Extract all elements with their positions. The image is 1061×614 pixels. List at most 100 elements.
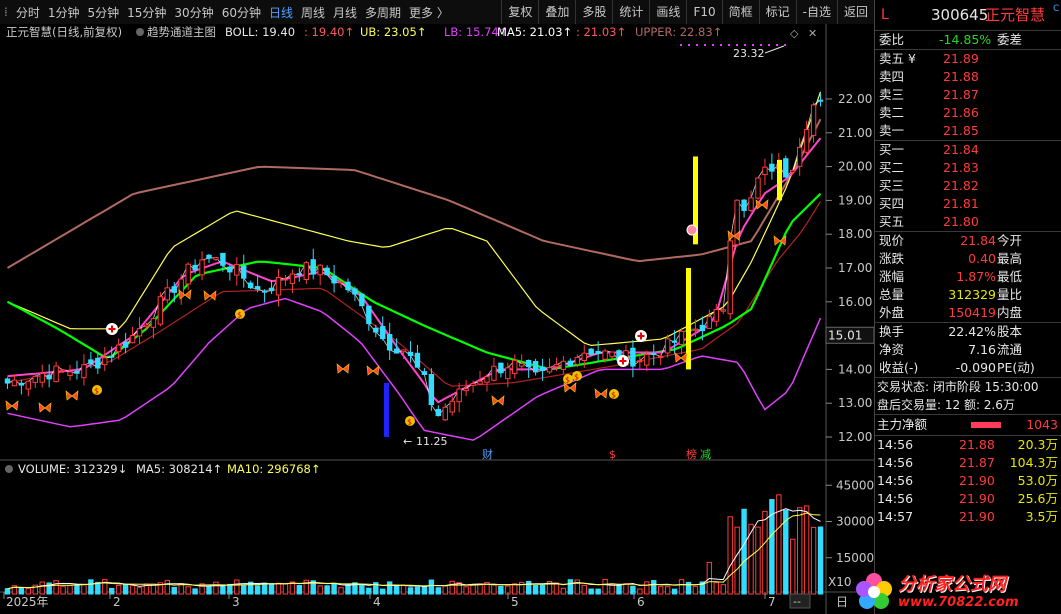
weibi-label: 委比 [879, 32, 905, 47]
candle-body [449, 400, 455, 413]
period-5[interactable]: 60分钟 [221, 5, 261, 20]
period-4[interactable]: 30分钟 [174, 5, 214, 20]
tool-3[interactable]: 统计 [612, 0, 649, 24]
volume-bar [74, 584, 80, 595]
x-label-4: 5 [511, 595, 519, 609]
volume-bar [254, 585, 261, 595]
butterfly-icon [674, 352, 688, 363]
candle-body [657, 355, 664, 358]
volume-bar [546, 580, 553, 595]
money-bag-sign: $ [237, 311, 242, 320]
money-bag-sign: $ [611, 391, 616, 400]
price-marker-box [825, 326, 874, 344]
buy-level-1: 买二 21.83 [875, 159, 1061, 177]
period-toolbar: ⁞ 分时 1分钟 5分钟 15分钟 30分钟 60分钟 日线 周线 月线 多周期 更多 〉 复权 叠加 多股… [0, 0, 874, 25]
signal-yellow-bar [777, 159, 782, 201]
candle-body [505, 367, 511, 380]
butterfly-wing [38, 402, 52, 413]
order-book: 卖五 ¥ 21.89 卖四 21.88 卖三 21.87 卖二 21.86 卖一 21.85 买一 2… [875, 50, 1061, 232]
grid-menu-icon[interactable]: ⁞ [4, 5, 8, 19]
period-9[interactable]: 多周期 [365, 5, 402, 20]
quote-badge: C [1053, 4, 1060, 14]
candle-body [734, 199, 740, 246]
butterfly-icon [336, 363, 350, 374]
volume-bar [407, 587, 414, 595]
volume-bar [588, 588, 594, 595]
volume-ma-line [7, 512, 821, 590]
volume-bar [241, 584, 247, 595]
price-label-9: 13.00 [838, 396, 872, 410]
volume-bar [39, 581, 45, 595]
sell-level-3: 卖二 21.86 [875, 104, 1061, 122]
candle-body [115, 344, 122, 353]
volume-bar [651, 580, 657, 595]
volume-bar [602, 579, 608, 595]
tool-6[interactable]: 简框 [721, 0, 759, 24]
self-select-button[interactable]: -自选 [795, 0, 837, 24]
volume-axis-label-0: 45000 [836, 478, 874, 492]
volume-bar [685, 581, 692, 595]
butterfly-icon [727, 230, 741, 241]
candle-body [407, 351, 414, 356]
money-bag-icon [235, 309, 245, 319]
candle-body [289, 273, 296, 284]
candle-body [129, 335, 136, 344]
tool-7[interactable]: 标记 [758, 0, 796, 24]
candle-body [88, 359, 94, 364]
tool-4[interactable]: 画线 [649, 0, 686, 24]
period-7[interactable]: 周线 [300, 5, 325, 20]
listing-flag: L [881, 7, 889, 23]
stat2-value: -0.090 [955, 360, 996, 375]
volume-bar [213, 581, 219, 595]
tool-0[interactable]: 复权 [501, 0, 538, 24]
flower-logo-icon [856, 573, 892, 609]
period-8[interactable]: 月线 [333, 5, 358, 20]
volume-bar [157, 582, 164, 595]
candle-body [206, 254, 212, 259]
period-2[interactable]: 5分钟 [87, 5, 120, 20]
candle-body [803, 129, 810, 153]
volume-bar [234, 579, 240, 595]
period-0[interactable]: 分时 [15, 5, 40, 20]
trade-status-row: 交易状态: 闭市阶段 15:30:00 [875, 378, 1061, 396]
sell-level-2-label: 卖三 [879, 87, 905, 102]
period-3[interactable]: 15分钟 [127, 5, 167, 20]
ticks-divider [875, 435, 1061, 436]
candle-body [414, 352, 421, 368]
buy-level-3: 买四 21.81 [875, 195, 1061, 213]
candle-body [310, 259, 316, 275]
stock-name[interactable]: 正元智慧 [985, 6, 1046, 24]
tool-2[interactable]: 多股 [575, 0, 612, 24]
buy-level-1-price: 21.83 [943, 160, 979, 175]
period-6[interactable]: 日线 [268, 5, 293, 20]
stat-row-2: 涨幅 1.87% 最低 [875, 268, 1061, 286]
scroll-button [789, 593, 811, 609]
candle-body [338, 281, 344, 284]
candle-body [366, 305, 372, 324]
tick-list: 14:56 21.88 20.3万 14:56 21.87 104.3万 14:56 21.9… [875, 436, 1061, 526]
stat2-value: 22.42% [948, 324, 996, 339]
candle-body [157, 296, 164, 325]
volume-bar [164, 579, 171, 595]
stats2-divider [875, 322, 1061, 323]
volume-bar [46, 582, 52, 595]
candle-body [400, 349, 407, 353]
stat2-label-2: PE(动) [997, 360, 1035, 375]
candle-body [296, 273, 303, 276]
tool-1[interactable]: 叠加 [538, 0, 575, 24]
butterfly-icon [5, 400, 19, 411]
volume-bar [421, 586, 428, 595]
volume-bar [553, 582, 560, 595]
tool-5[interactable]: F10 [686, 0, 721, 24]
back-button[interactable]: 返回 [836, 0, 874, 24]
buy-level-2: 买三 21.82 [875, 177, 1061, 195]
period-10[interactable]: 更多 〉 [409, 5, 449, 20]
candle-body [380, 326, 386, 340]
kline-chart[interactable]: 正元智慧(日线,前复权) 趋势通道主图 BOLL: 19.40: 19.40↑ UB:… [0, 24, 874, 614]
candle-body [67, 371, 73, 376]
money-bag-icon [405, 416, 415, 426]
money-bag-sign: $ [407, 418, 412, 427]
volume-bar [498, 585, 504, 595]
period-1[interactable]: 1分钟 [47, 5, 80, 20]
candle-body [282, 278, 289, 281]
